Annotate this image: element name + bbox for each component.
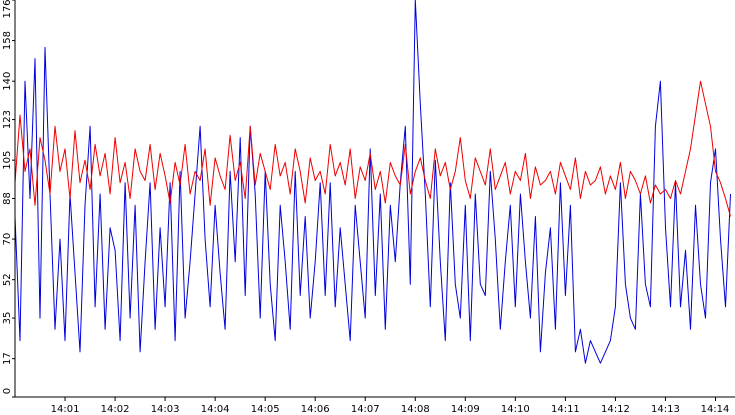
y-tick-label: 70 [2,233,13,246]
y-tick-label: 140 [2,72,13,91]
x-tick-label: 14:09 [451,404,480,415]
y-tick-label: 88 [2,192,13,205]
y-axis-ticks: 0 17 35 52 70 88 105 123 140 158 176 [2,0,15,398]
x-tick-label: 14:01 [51,404,80,415]
x-axis-ticks: 14:01 14:02 14:03 14:04 14:05 14:06 14:07 14:08… [51,397,730,415]
x-tick-label: 14:14 [701,404,730,415]
x-tick-label: 14:12 [601,404,630,415]
x-tick-label: 14:06 [301,404,330,415]
x-tick-label: 14:07 [351,404,380,415]
series-2-line [14,80,731,217]
y-tick-label: 105 [2,151,13,170]
y-tick-label: 17 [2,352,13,365]
y-tick-label: 52 [2,273,13,286]
x-tick-label: 14:03 [151,404,180,415]
x-tick-label: 14:11 [551,404,580,415]
series-1-line [14,0,731,364]
x-tick-label: 14:13 [651,404,680,415]
x-tick-label: 14:10 [501,404,530,415]
plot-area [14,0,731,364]
y-tick-label: 176 [2,0,13,19]
x-tick-label: 14:04 [201,404,230,415]
x-tick-label: 14:02 [101,404,130,415]
x-tick-label: 14:08 [401,404,430,415]
y-tick-label: 0 [2,388,13,394]
y-tick-label: 35 [2,312,13,325]
x-tick-label: 14:05 [251,404,280,415]
y-tick-label: 158 [2,31,13,50]
y-tick-label: 123 [2,110,13,129]
chart-axes [14,0,735,398]
